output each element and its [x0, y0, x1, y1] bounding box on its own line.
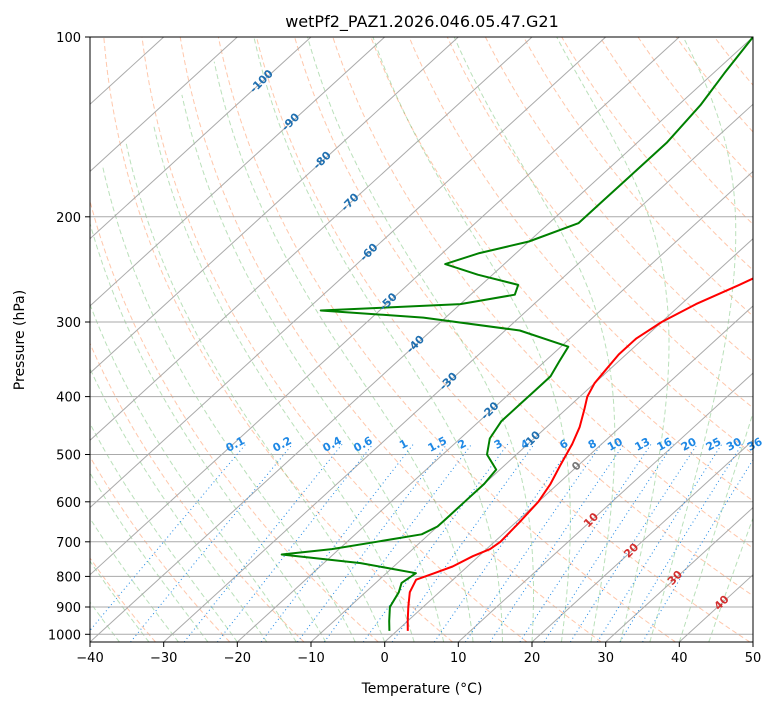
x-tick-label: 20	[524, 651, 541, 666]
mixing-ratio-line	[619, 443, 743, 642]
mixing-ratio-line	[489, 443, 625, 642]
y-axis-ticks: 1000 900 800 700 600 500 400 300 200 100	[48, 31, 90, 643]
mixing-ratio-line	[569, 443, 698, 642]
dry-adiabat	[141, 37, 528, 642]
isotherm	[457, 372, 753, 642]
dry-adiabat	[446, 37, 753, 409]
mixing-ratio-line	[323, 443, 473, 642]
y-tick-label: 800	[56, 570, 81, 585]
isotherm	[90, 37, 312, 240]
mixing-ratio-line	[260, 443, 414, 642]
plot-frame	[89, 36, 754, 643]
mixing-ratio-line	[297, 443, 448, 642]
y-tick-label: 300	[56, 316, 81, 331]
moist-adiabat	[213, 61, 474, 642]
y-tick-label: 100	[56, 31, 81, 46]
isotherm	[605, 506, 753, 642]
moist-adiabat	[90, 471, 209, 642]
mixing-ratio-label: 10	[605, 435, 625, 454]
y-tick-label: 200	[56, 211, 81, 226]
moist-adiabat	[90, 367, 268, 642]
chart-title: wetPf2_PAZ1.2026.046.05.47.G21	[285, 12, 559, 32]
y-axis-label: Pressure (hPa)	[12, 290, 28, 390]
temperature-profile	[406, 277, 753, 631]
isotherm	[90, 37, 459, 374]
isotherm	[90, 37, 238, 173]
isotherm	[90, 37, 680, 576]
dry-adiabat	[103, 37, 453, 642]
mixing-ratio-line	[596, 443, 723, 642]
moist-adiabat	[307, 37, 534, 642]
x-tick-label: 50	[745, 651, 762, 666]
mixing-ratio-line	[543, 443, 674, 642]
mixing-ratio-label: 30	[724, 435, 744, 454]
moist-adiabat	[708, 516, 753, 642]
moist-adiabat	[556, 37, 670, 642]
mixing-ratio-line	[464, 443, 602, 642]
mixing-ratio-label: 13	[633, 435, 653, 454]
dry-adiabat	[90, 199, 379, 642]
x-axis-label: Temperature (°C)	[361, 681, 483, 697]
x-axis-ticks: −40 −30 −20 −10 0 10 20 30 40 50	[76, 642, 761, 666]
background-lines	[90, 37, 753, 642]
mixing-ratio-line	[642, 458, 753, 642]
x-tick-label: 10	[450, 651, 467, 666]
moist-adiabat	[90, 221, 327, 642]
y-tick-label: 900	[56, 601, 81, 616]
isotherm	[90, 37, 753, 642]
isotherm	[163, 103, 753, 642]
isotherm	[90, 37, 533, 442]
moist-adiabat	[90, 422, 238, 642]
dry-adiabat	[179, 37, 602, 642]
dewpoint-profile	[280, 37, 753, 631]
moist-adiabat	[125, 142, 386, 642]
isotherm	[384, 305, 753, 642]
moist-adiabat	[90, 601, 120, 642]
isotherm	[531, 439, 753, 642]
x-tick-label: 40	[671, 651, 688, 666]
dry-adiabat	[523, 37, 753, 317]
mixing-ratio-label: 25	[704, 435, 724, 454]
dry-adiabat	[256, 37, 751, 642]
moist-adiabat	[102, 166, 356, 642]
x-tick-label: −10	[297, 651, 324, 666]
moist-adiabat	[253, 37, 503, 642]
mixing-ratio-label: 16	[655, 435, 675, 454]
isotherm	[310, 237, 753, 642]
y-tick-label: 600	[56, 496, 81, 511]
dry-adiabat	[90, 455, 231, 642]
x-tick-label: −20	[224, 651, 251, 666]
moist-adiabat	[649, 37, 737, 642]
isotherm	[236, 170, 753, 642]
moist-adiabat	[678, 411, 753, 642]
x-tick-label: −30	[150, 651, 177, 666]
mixing-ratio-line	[362, 443, 509, 642]
data-series	[280, 37, 753, 631]
isotherm	[90, 37, 607, 509]
dry-adiabat	[370, 37, 753, 502]
moist-adiabat	[453, 37, 616, 642]
dry-adiabat	[217, 37, 676, 642]
x-tick-label: 30	[597, 651, 614, 666]
dry-adiabat	[90, 342, 305, 642]
isotherm	[90, 37, 386, 307]
mixing-ratio-label: 36	[745, 435, 765, 454]
moist-adiabat	[181, 94, 445, 642]
x-tick-label: 0	[381, 651, 389, 666]
y-tick-label: 1000	[48, 628, 81, 643]
mixing-ratio-label: 20	[679, 435, 699, 454]
mixing-ratio-line	[90, 443, 247, 632]
y-tick-label: 400	[56, 391, 81, 406]
mixing-ratio-line	[519, 443, 652, 642]
x-tick-label: −40	[76, 651, 103, 666]
y-tick-label: 500	[56, 449, 81, 464]
y-tick-label: 700	[56, 536, 81, 551]
dry-adiabat	[294, 37, 753, 597]
moist-adiabat	[152, 124, 415, 642]
dry-adiabat	[332, 37, 753, 549]
